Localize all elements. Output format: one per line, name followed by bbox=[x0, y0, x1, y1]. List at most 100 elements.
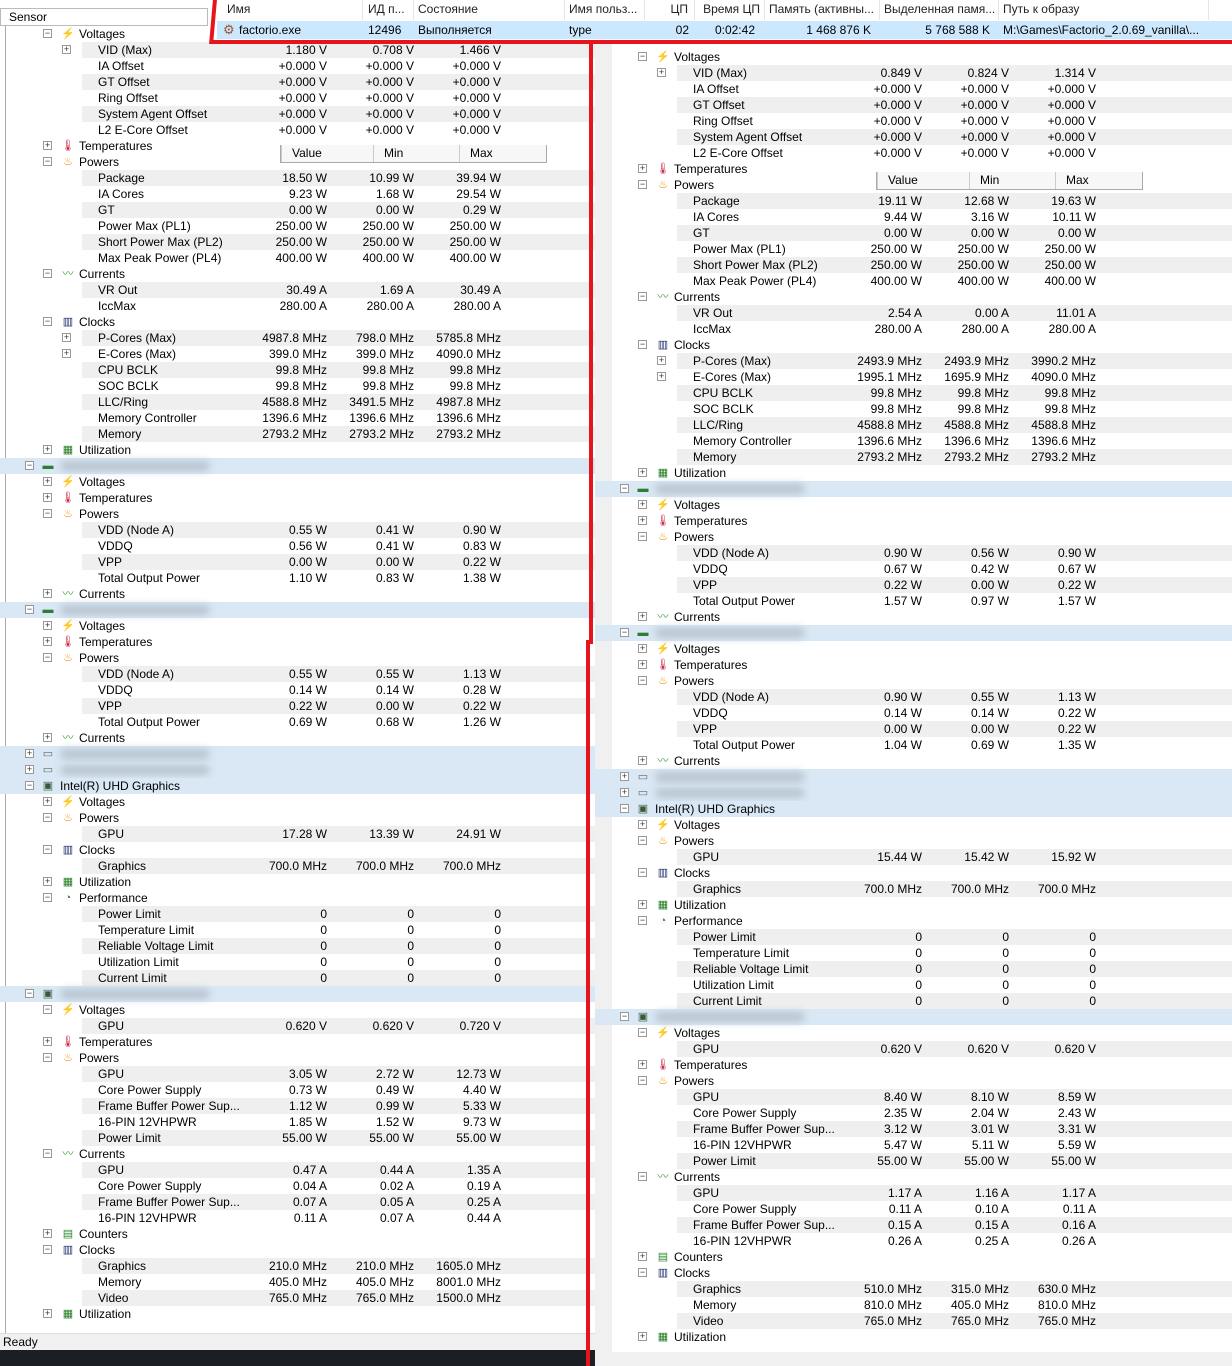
sensor-row[interactable]: VDDQ 0.56 W 0.41 W 0.83 W bbox=[0, 538, 595, 554]
collapse-icon[interactable]: − bbox=[25, 988, 34, 998]
sensor-row[interactable]: Power Limit 0 0 0 bbox=[0, 906, 595, 922]
sensor-row[interactable]: Temperature Limit 0 0 0 bbox=[0, 922, 595, 938]
expand-icon[interactable]: + bbox=[43, 620, 52, 630]
expand-icon[interactable]: + bbox=[43, 1036, 52, 1046]
sensor-row[interactable]: VPP 0.22 W 0.00 W 0.22 W bbox=[0, 698, 595, 714]
sensor-row[interactable]: Memory Controller 1396.6 MHz 1396.6 MHz 139… bbox=[595, 433, 1232, 449]
group-row[interactable]: + ▦ Utilization bbox=[595, 897, 1232, 913]
expand-icon[interactable]: + bbox=[43, 492, 52, 502]
sensor-row[interactable]: + E-Cores (Max) 399.0 MHz 399.0 MHz 4090.0 M… bbox=[0, 346, 595, 362]
sensor-row[interactable]: SOC BCLK 99.8 MHz 99.8 MHz 99.8 MHz bbox=[0, 378, 595, 394]
collapse-icon[interactable]: − bbox=[638, 291, 647, 301]
sensor-row[interactable]: IA Cores 9.23 W 1.68 W 29.54 W bbox=[0, 186, 595, 202]
sensor-row[interactable]: GPU 3.05 W 2.72 W 12.73 W bbox=[0, 1066, 595, 1082]
expand-icon[interactable]: + bbox=[638, 659, 647, 669]
sensor-row[interactable]: Frame Buffer Power Sup... 0.07 A 0.05 A 0.2… bbox=[0, 1194, 595, 1210]
group-row[interactable]: − ◔ Performance bbox=[0, 890, 595, 906]
collapse-icon[interactable]: − bbox=[638, 51, 647, 61]
header-status[interactable]: Состояние bbox=[414, 0, 565, 20]
sensor-row[interactable]: GT 0.00 W 0.00 W 0.00 W bbox=[595, 225, 1232, 241]
group-row[interactable]: − 〰 Currents bbox=[595, 1169, 1232, 1185]
group-row[interactable]: + ▦ Utilization bbox=[595, 465, 1232, 481]
sensor-row[interactable]: Core Power Supply 0.73 W 0.49 W 4.40 W bbox=[0, 1082, 595, 1098]
sensor-row[interactable]: Current Limit 0 0 0 bbox=[0, 970, 595, 986]
sensor-row[interactable]: Total Output Power 1.10 W 0.83 W 1.38 W bbox=[0, 570, 595, 586]
sensor-row[interactable]: Memory 2793.2 MHz 2793.2 MHz 2793.2 MHz bbox=[595, 449, 1232, 465]
sensor-row[interactable]: Power Limit 55.00 W 55.00 W 55.00 W bbox=[595, 1153, 1232, 1169]
sensor-row[interactable]: Ring Offset +0.000 V +0.000 V +0.000 V bbox=[595, 113, 1232, 129]
collapse-icon[interactable]: − bbox=[43, 844, 52, 854]
sensor-row[interactable]: VPP 0.00 W 0.00 W 0.22 W bbox=[595, 721, 1232, 737]
expand-icon[interactable]: + bbox=[657, 67, 666, 77]
sensor-row[interactable]: Memory Controller 1396.6 MHz 1396.6 MHz 139… bbox=[0, 410, 595, 426]
sensor-row[interactable]: CPU BCLK 99.8 MHz 99.8 MHz 99.8 MHz bbox=[595, 385, 1232, 401]
device-row[interactable]: − ▬ bbox=[595, 481, 1232, 497]
sensor-row[interactable]: 16-PIN 12VHPWR 0.26 A 0.25 A 0.26 A bbox=[595, 1233, 1232, 1249]
sensor-row[interactable]: CPU BCLK 99.8 MHz 99.8 MHz 99.8 MHz bbox=[0, 362, 595, 378]
expand-icon[interactable]: + bbox=[638, 819, 647, 829]
sensor-row[interactable]: VDDQ 0.14 W 0.14 W 0.22 W bbox=[595, 705, 1232, 721]
group-row[interactable]: − ♨ Powers bbox=[595, 1073, 1232, 1089]
sensor-column-header[interactable]: Sensor bbox=[0, 8, 208, 26]
sensor-row[interactable]: Utilization Limit 0 0 0 bbox=[0, 954, 595, 970]
group-row[interactable]: + 🌡 Temperatures bbox=[0, 490, 595, 506]
expand-icon[interactable]: + bbox=[638, 755, 647, 765]
sensor-row[interactable]: Temperature Limit 0 0 0 bbox=[595, 945, 1232, 961]
sensor-row[interactable]: IA Offset +0.000 V +0.000 V +0.000 V bbox=[595, 81, 1232, 97]
sensor-row[interactable]: + P-Cores (Max) 2493.9 MHz 2493.9 MHz 3990.2… bbox=[595, 353, 1232, 369]
expand-icon[interactable]: + bbox=[43, 476, 52, 486]
group-row[interactable]: + ▦ Utilization bbox=[0, 442, 595, 458]
sensor-row[interactable]: Graphics 210.0 MHz 210.0 MHz 1605.0 MHz bbox=[0, 1258, 595, 1274]
sensor-row[interactable]: GT Offset +0.000 V +0.000 V +0.000 V bbox=[0, 74, 595, 90]
sensor-row[interactable]: GPU 17.28 W 13.39 W 24.91 W bbox=[0, 826, 595, 842]
expand-icon[interactable]: + bbox=[62, 44, 71, 54]
sensor-row[interactable]: VR Out 2.54 A 0.00 A 11.01 A bbox=[595, 305, 1232, 321]
sensor-row[interactable]: System Agent Offset +0.000 V +0.000 V +0.00… bbox=[0, 106, 595, 122]
sensor-row[interactable]: VR Out 30.49 A 1.69 A 30.49 A bbox=[0, 282, 595, 298]
sensor-row[interactable]: Ring Offset +0.000 V +0.000 V +0.000 V bbox=[0, 90, 595, 106]
sensor-row[interactable]: GPU 1.17 A 1.16 A 1.17 A bbox=[595, 1185, 1232, 1201]
group-row[interactable]: + ▦ Utilization bbox=[0, 874, 595, 890]
group-row[interactable]: − 〰 Currents bbox=[0, 266, 595, 282]
collapse-icon[interactable]: − bbox=[43, 1004, 52, 1014]
sensor-row[interactable]: VDD (Node A) 0.55 W 0.55 W 1.13 W bbox=[0, 666, 595, 682]
sensor-row[interactable]: Power Limit 0 0 0 bbox=[595, 929, 1232, 945]
group-row[interactable]: − ▥ Clocks bbox=[0, 1242, 595, 1258]
sensor-row[interactable]: + VID (Max) 0.849 V 0.824 V 1.314 V bbox=[595, 65, 1232, 81]
sensor-row[interactable]: L2 E-Core Offset +0.000 V +0.000 V +0.000 V bbox=[595, 145, 1232, 161]
expand-icon[interactable]: + bbox=[43, 636, 52, 646]
sensor-row[interactable]: Package 18.50 W 10.99 W 39.94 W bbox=[0, 170, 595, 186]
group-row[interactable]: + 🌡 Temperatures bbox=[0, 634, 595, 650]
collapse-icon[interactable]: − bbox=[638, 915, 647, 925]
device-row[interactable]: + ▭ bbox=[595, 785, 1232, 801]
sensor-row[interactable]: Max Peak Power (PL4) 400.00 W 400.00 W 400.… bbox=[595, 273, 1232, 289]
group-row[interactable]: − ♨ Powers bbox=[0, 650, 595, 666]
expand-icon[interactable]: + bbox=[620, 771, 629, 781]
sensor-row[interactable]: GT 0.00 W 0.00 W 0.29 W bbox=[0, 202, 595, 218]
sensor-row[interactable]: Graphics 510.0 MHz 315.0 MHz 630.0 MHz bbox=[595, 1281, 1232, 1297]
sensor-row[interactable]: GT Offset +0.000 V +0.000 V +0.000 V bbox=[595, 97, 1232, 113]
sensor-row[interactable]: Graphics 700.0 MHz 700.0 MHz 700.0 MHz bbox=[0, 858, 595, 874]
group-row[interactable]: − ♨ Powers bbox=[595, 833, 1232, 849]
sensor-row[interactable]: + VID (Max) 1.180 V 0.708 V 1.466 V bbox=[0, 42, 595, 58]
sensor-row[interactable]: Graphics 700.0 MHz 700.0 MHz 700.0 MHz bbox=[595, 881, 1232, 897]
collapse-icon[interactable]: − bbox=[620, 483, 629, 493]
group-row[interactable]: + 🌡 Temperatures bbox=[0, 138, 595, 154]
device-row[interactable]: + ▭ bbox=[0, 746, 595, 762]
header-cpu[interactable]: ЦП bbox=[645, 0, 695, 20]
sensor-row[interactable]: Package 19.11 W 12.68 W 19.63 W bbox=[595, 193, 1232, 209]
collapse-icon[interactable]: − bbox=[43, 652, 52, 662]
sensor-row[interactable]: GPU 8.40 W 8.10 W 8.59 W bbox=[595, 1089, 1232, 1105]
sensor-row[interactable]: Memory 405.0 MHz 405.0 MHz 8001.0 MHz bbox=[0, 1274, 595, 1290]
group-row[interactable]: − ♨ Powers bbox=[0, 810, 595, 826]
sensor-row[interactable]: VPP 0.00 W 0.00 W 0.22 W bbox=[0, 554, 595, 570]
collapse-icon[interactable]: − bbox=[25, 604, 34, 614]
group-row[interactable]: − 〰 Currents bbox=[595, 289, 1232, 305]
header-name[interactable]: Имя bbox=[223, 0, 363, 20]
sensor-row[interactable]: Core Power Supply 0.11 A 0.10 A 0.11 A bbox=[595, 1201, 1232, 1217]
expand-icon[interactable]: + bbox=[25, 748, 34, 758]
device-row[interactable]: − ▬ bbox=[0, 602, 595, 618]
collapse-icon[interactable]: − bbox=[43, 892, 52, 902]
collapse-icon[interactable]: − bbox=[43, 1052, 52, 1062]
sensor-row[interactable]: VDDQ 0.67 W 0.42 W 0.67 W bbox=[595, 561, 1232, 577]
